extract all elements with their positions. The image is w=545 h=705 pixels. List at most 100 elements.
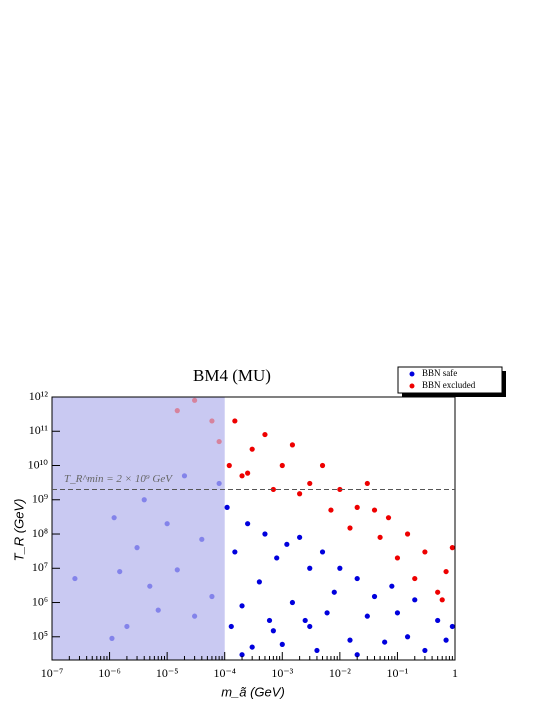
- y-tick-label: 10⁶: [32, 594, 48, 608]
- point: [347, 637, 353, 643]
- point: [270, 628, 276, 634]
- point: [364, 480, 370, 487]
- x-tick-label: 10⁻⁵: [156, 666, 179, 680]
- point: [371, 507, 378, 513]
- x-axis-label: m_ã (GeV): [221, 684, 285, 699]
- point: [354, 652, 360, 658]
- point: [192, 397, 198, 403]
- point: [385, 515, 392, 521]
- point: [443, 568, 449, 575]
- point: [239, 652, 245, 658]
- point: [422, 647, 428, 654]
- point: [319, 462, 326, 469]
- point: [155, 607, 161, 613]
- point: [394, 555, 401, 561]
- point: [256, 579, 262, 585]
- point: [249, 446, 255, 452]
- point: [354, 575, 360, 582]
- point: [249, 644, 255, 650]
- point: [307, 480, 313, 487]
- threshold-label: T_R^min = 2 × 10⁹ GeV: [64, 473, 173, 485]
- x-tick-label: 10⁻⁴: [213, 666, 236, 680]
- point: [324, 610, 330, 616]
- point: [216, 480, 222, 487]
- plot-frame: [51, 396, 456, 661]
- point: [371, 593, 378, 600]
- point: [412, 575, 418, 582]
- point: [364, 613, 370, 619]
- point: [319, 549, 326, 555]
- point: [443, 637, 449, 643]
- point: [239, 473, 245, 479]
- point: [164, 521, 170, 527]
- legend-marker: [409, 371, 415, 377]
- point: [228, 623, 234, 630]
- point: [337, 486, 343, 493]
- point: [232, 418, 238, 424]
- point: [331, 589, 337, 595]
- point: [439, 597, 445, 603]
- y-tick-label: 10⁹: [32, 492, 48, 506]
- point: [274, 555, 280, 561]
- point: [297, 534, 303, 540]
- point: [307, 623, 313, 630]
- point: [174, 567, 180, 573]
- point: [412, 597, 418, 603]
- point: [289, 442, 296, 448]
- x-tick-label: 10⁻⁶: [98, 666, 121, 680]
- point: [124, 623, 130, 630]
- point: [449, 545, 455, 551]
- point: [382, 639, 388, 645]
- point: [435, 589, 441, 595]
- x-tick-label: 1: [452, 666, 458, 680]
- point: [209, 593, 215, 600]
- y-tick-label: 10¹¹: [29, 423, 49, 437]
- point: [435, 617, 441, 624]
- point: [262, 531, 268, 537]
- point: [72, 575, 78, 582]
- point: [347, 525, 353, 531]
- point: [262, 431, 268, 438]
- point: [354, 504, 360, 510]
- legend-marker: [409, 383, 415, 389]
- point: [192, 613, 198, 619]
- x-tick-label: 10⁻³: [271, 666, 293, 680]
- point: [337, 565, 343, 571]
- x-tick-label: 10⁻²: [329, 666, 351, 680]
- point: [266, 617, 273, 624]
- point: [232, 549, 238, 555]
- point: [109, 635, 115, 641]
- point: [224, 504, 230, 510]
- y-tick-label: 10⁵: [32, 629, 48, 643]
- y-axis-label: T_R (GeV): [11, 499, 26, 562]
- legend-label: BBN safe: [422, 368, 457, 378]
- y-tick-label: 10¹²: [29, 389, 49, 403]
- point: [209, 418, 215, 424]
- x-tick-label: 10⁻⁷: [41, 666, 64, 680]
- point: [279, 641, 285, 647]
- point: [284, 541, 290, 547]
- point: [404, 634, 411, 640]
- point: [199, 536, 205, 542]
- point: [302, 617, 308, 624]
- point: [377, 534, 383, 540]
- point: [216, 438, 222, 445]
- point: [404, 531, 411, 537]
- point: [297, 491, 303, 497]
- point: [328, 507, 334, 513]
- y-tick-label: 10⁸: [32, 526, 48, 540]
- point: [174, 408, 180, 414]
- point: [394, 610, 401, 616]
- point: [279, 462, 285, 469]
- point: [245, 521, 251, 527]
- point: [181, 473, 188, 479]
- point: [307, 565, 313, 571]
- x-tick-label: 10⁻¹: [386, 666, 408, 680]
- point: [141, 497, 147, 503]
- y-tick-label: 10¹⁰: [28, 457, 49, 471]
- legend-label: BBN excluded: [422, 380, 476, 390]
- point: [147, 583, 153, 589]
- point: [226, 462, 232, 469]
- point: [134, 545, 140, 551]
